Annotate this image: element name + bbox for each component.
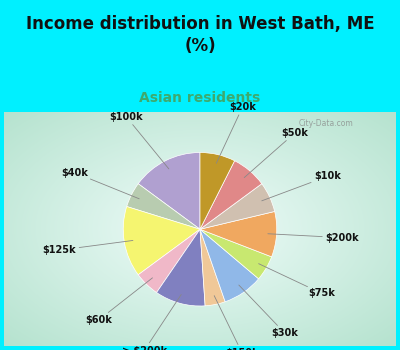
Text: $50k: $50k	[244, 128, 308, 177]
Text: $30k: $30k	[239, 285, 298, 338]
Text: Asian residents: Asian residents	[139, 91, 261, 105]
Wedge shape	[138, 153, 200, 229]
Wedge shape	[200, 184, 275, 229]
Text: $75k: $75k	[259, 264, 335, 298]
Text: > $200k: > $200k	[122, 294, 181, 350]
Text: City-Data.com: City-Data.com	[299, 119, 354, 128]
Text: $40k: $40k	[61, 168, 139, 199]
Wedge shape	[200, 153, 235, 229]
Wedge shape	[138, 229, 200, 293]
Wedge shape	[200, 211, 277, 257]
Text: $10k: $10k	[262, 171, 341, 201]
Text: $20k: $20k	[216, 102, 256, 163]
Wedge shape	[156, 229, 205, 306]
Text: $150k: $150k	[214, 296, 259, 350]
Text: Income distribution in West Bath, ME
(%): Income distribution in West Bath, ME (%)	[26, 15, 374, 55]
Wedge shape	[200, 229, 272, 279]
Text: $200k: $200k	[268, 233, 359, 243]
Wedge shape	[200, 161, 262, 229]
Wedge shape	[123, 206, 200, 275]
Wedge shape	[200, 229, 259, 302]
Text: $60k: $60k	[86, 278, 152, 325]
Text: $125k: $125k	[42, 240, 133, 255]
Wedge shape	[200, 229, 225, 306]
Text: $100k: $100k	[110, 112, 169, 169]
Wedge shape	[127, 184, 200, 229]
